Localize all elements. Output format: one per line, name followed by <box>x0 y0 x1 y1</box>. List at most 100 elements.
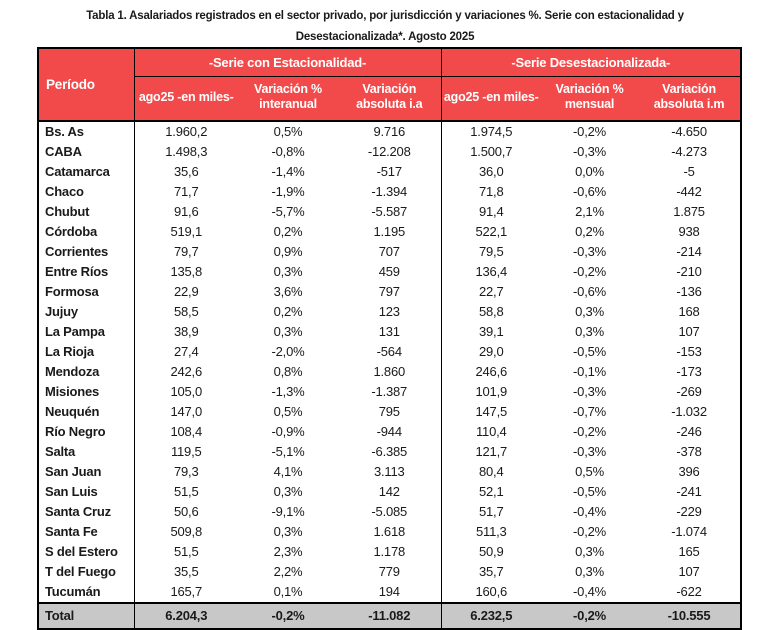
value-cell: -229 <box>676 504 702 519</box>
value-cell: 107 <box>678 324 700 339</box>
value-cell: -944 <box>376 424 402 439</box>
value-cell: 396 <box>678 464 700 479</box>
jurisdiction-cell: San Juan <box>38 462 135 482</box>
jurisdiction-cell: T del Fuego <box>38 562 135 582</box>
value-cell: 459 <box>378 264 400 279</box>
value-cell: -0,2% <box>573 264 606 279</box>
value-cell: 165,7 <box>170 584 203 599</box>
table-row: Formosa 22,9 3,6% 797 22,7 -0,6% -136 <box>38 282 741 302</box>
jurisdiction-cell: Santa Fe <box>38 522 135 542</box>
value-cell: 51,7 <box>440 502 542 522</box>
value-cell: 242,6 <box>170 364 203 379</box>
table-row: Chaco 71,7 -1,9% -1.394 71,8 -0,6% -442 <box>38 182 741 202</box>
value-cell: -2,0% <box>271 344 305 359</box>
value-cell: 131 <box>378 324 400 339</box>
value-cell: 160,6 <box>440 582 542 603</box>
table-row: Catamarca 35,6 -1,4% -517 36,0 0,0% -5 <box>38 162 741 182</box>
group-header-deseasonalized: -Serie Desestacionalizada- <box>440 48 742 77</box>
jurisdiction-cell: Chaco <box>38 182 135 202</box>
value-cell: -9,1% <box>271 504 305 519</box>
table-row: La Pampa 38,9 0,3% 131 39,1 0,3% 107 <box>38 322 741 342</box>
jurisdiction-cell: San Luis <box>38 482 135 502</box>
value-cell: 0,0% <box>575 164 604 179</box>
value-cell: 110,4 <box>440 422 542 442</box>
table-row: Córdoba 519,1 0,2% 1.195 522,1 0,2% 938 <box>38 222 741 242</box>
value-cell: 79,7 <box>173 244 199 259</box>
jurisdiction-cell: Bs. As <box>38 121 135 142</box>
value-cell: 0,2% <box>575 224 604 239</box>
subheader-ago25-seasonal: ago25 -en miles- <box>134 76 238 122</box>
value-cell: -0,9% <box>271 424 305 439</box>
value-cell: 3.113 <box>373 464 405 479</box>
value-cell: -564 <box>376 344 402 359</box>
value-cell: 0,8% <box>273 364 303 379</box>
value-cell: -0,8% <box>271 144 305 159</box>
value-cell: 0,5% <box>273 404 303 419</box>
value-cell: 0,5% <box>575 464 604 479</box>
table-row: Neuquén 147,0 0,5% 795 147,5 -0,7% -1.032 <box>38 402 741 422</box>
table-row: CABA 1.498,3 -0,8% -12.208 1.500,7 -0,3% -4.27… <box>38 142 741 162</box>
value-cell: 79,3 <box>173 464 199 479</box>
value-cell: 80,4 <box>440 462 542 482</box>
value-cell: 0,2% <box>273 224 303 239</box>
subheader-var-absoluta-im: Variación absoluta i.m <box>638 76 742 122</box>
value-cell: 1.860 <box>373 364 406 379</box>
value-cell: -0,1% <box>573 364 606 379</box>
total-value-cell: -10.555 <box>638 602 742 629</box>
value-cell: 101,9 <box>440 382 542 402</box>
table-row: Mendoza 242,6 0,8% 1.860 246,6 -0,1% -173 <box>38 362 741 382</box>
value-cell: 121,7 <box>440 442 542 462</box>
table-row: Bs. As 1.960,2 0,5% 9.716 1.974,5 -0,2% -4.650 <box>38 121 741 142</box>
jurisdiction-cell: Corrientes <box>38 242 135 262</box>
table-title-line2: Desestacionalizada*. Agosto 2025 <box>295 31 475 43</box>
value-cell: -0,3% <box>573 144 606 159</box>
value-cell: 168 <box>678 304 700 319</box>
table-row: Santa Fe 509,8 0,3% 1.618 511,3 -0,2% -1.074 <box>38 522 741 542</box>
value-cell: -0,6% <box>573 284 606 299</box>
value-cell: -5,7% <box>271 204 305 219</box>
total-value-cell: 6.204,3 <box>134 602 238 629</box>
value-cell: -1.074 <box>671 524 707 539</box>
jurisdiction-cell: CABA <box>38 142 135 162</box>
value-cell: -0,4% <box>573 504 606 519</box>
value-cell: 71,8 <box>440 182 542 202</box>
total-value-cell: -0,2% <box>238 602 338 629</box>
table-title: Tabla 1. Asalariados registrados en el s… <box>0 6 770 48</box>
value-cell: -5.085 <box>371 504 408 519</box>
subheader-var-mensual: Variación % mensual <box>541 76 639 122</box>
value-cell: 511,3 <box>440 522 542 542</box>
jurisdiction-cell: La Pampa <box>38 322 135 342</box>
table-row: Santa Cruz 50,6 -9,1% -5.085 51,7 -0,4% -229 <box>38 502 741 522</box>
value-cell: 0,3% <box>575 544 604 559</box>
value-cell: -0,5% <box>573 344 606 359</box>
value-cell: 0,9% <box>273 244 303 259</box>
value-cell: 123 <box>378 304 400 319</box>
subheader-ago25-deseasonalized: ago25 -en miles- <box>440 76 542 122</box>
value-cell: 35,5 <box>173 564 199 579</box>
value-cell: 522,1 <box>440 222 542 242</box>
value-cell: -12.208 <box>367 144 411 159</box>
value-cell: -517 <box>376 164 402 179</box>
value-cell: -214 <box>676 244 702 259</box>
jurisdiction-cell: Entre Ríos <box>38 262 135 282</box>
table-row: T del Fuego 35,5 2,2% 779 35,7 0,3% 107 <box>38 562 741 582</box>
value-cell: 1.498,3 <box>165 144 208 159</box>
value-cell: 165 <box>678 544 700 559</box>
value-cell: 519,1 <box>170 224 203 239</box>
table-row: Corrientes 79,7 0,9% 707 79,5 -0,3% -214 <box>38 242 741 262</box>
value-cell: 1.960,2 <box>165 124 208 139</box>
value-cell: -4.650 <box>671 124 707 139</box>
total-value-cell: -0,2% <box>541 602 639 629</box>
table-row: San Luis 51,5 0,3% 142 52,1 -0,5% -241 <box>38 482 741 502</box>
subheader-var-absoluta-ia: Variación absoluta i.a <box>338 76 442 122</box>
total-value-cell: -11.082 <box>338 602 442 629</box>
total-label-cell: Total <box>38 602 135 629</box>
value-cell: 0,3% <box>575 324 604 339</box>
table-row: Salta 119,5 -5,1% -6.385 121,7 -0,3% -378 <box>38 442 741 462</box>
value-cell: 91,4 <box>440 202 542 222</box>
value-cell: -153 <box>676 344 702 359</box>
value-cell: 58,5 <box>173 304 199 319</box>
table-row: Chubut 91,6 -5,7% -5.587 91,4 2,1% 1.875 <box>38 202 741 222</box>
value-cell: 50,6 <box>173 504 199 519</box>
